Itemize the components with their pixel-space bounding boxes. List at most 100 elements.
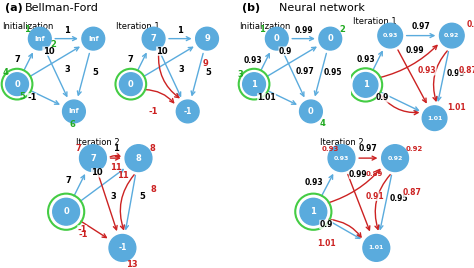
Text: 1: 1 <box>310 207 316 216</box>
Text: 0.95: 0.95 <box>390 195 408 203</box>
Circle shape <box>422 106 447 131</box>
Text: 7: 7 <box>151 34 156 43</box>
Circle shape <box>265 27 288 50</box>
Circle shape <box>6 73 28 95</box>
Text: 7: 7 <box>75 144 81 153</box>
Text: Initialization: Initialization <box>2 21 54 31</box>
Text: 11: 11 <box>117 171 129 180</box>
Text: 0.92: 0.92 <box>466 20 474 29</box>
Text: 13: 13 <box>127 260 138 268</box>
Circle shape <box>28 27 51 50</box>
Text: Inf: Inf <box>35 36 45 42</box>
Text: 0.99: 0.99 <box>406 46 424 55</box>
Text: 1.01: 1.01 <box>317 239 336 248</box>
Text: -1: -1 <box>118 243 127 252</box>
Text: 0.97: 0.97 <box>411 23 430 31</box>
Text: 5: 5 <box>19 92 25 101</box>
Text: 7: 7 <box>14 55 20 64</box>
Text: 0: 0 <box>274 34 280 43</box>
Text: 3: 3 <box>110 192 116 201</box>
Text: Inf: Inf <box>69 109 79 114</box>
Text: -1: -1 <box>77 225 87 234</box>
Circle shape <box>53 198 80 225</box>
Text: 0.97: 0.97 <box>359 144 378 153</box>
Text: Iteration 1: Iteration 1 <box>116 21 160 31</box>
Text: -1: -1 <box>27 93 36 102</box>
Text: Iteration 2: Iteration 2 <box>75 138 119 147</box>
Text: 2: 2 <box>50 40 56 49</box>
Text: 0.87: 0.87 <box>458 66 474 75</box>
Text: 1: 1 <box>113 144 118 153</box>
Text: 5: 5 <box>139 192 146 201</box>
Text: 0.95: 0.95 <box>446 69 465 78</box>
Circle shape <box>439 23 464 48</box>
Text: 3: 3 <box>64 65 70 74</box>
Text: Neural network: Neural network <box>279 3 365 13</box>
Text: 9: 9 <box>203 59 209 68</box>
Text: 4: 4 <box>2 68 8 77</box>
Text: 4: 4 <box>320 119 326 128</box>
Text: -1: -1 <box>183 107 192 116</box>
Text: 3: 3 <box>237 70 243 79</box>
Text: 0.92: 0.92 <box>406 146 423 152</box>
Text: 0.87: 0.87 <box>403 188 422 197</box>
Text: -1: -1 <box>78 229 88 239</box>
Text: 1: 1 <box>251 80 257 89</box>
Text: 8: 8 <box>136 154 141 163</box>
Text: Iteration 1: Iteration 1 <box>353 17 397 26</box>
Text: 0.91: 0.91 <box>365 192 384 201</box>
Text: 9: 9 <box>204 34 210 43</box>
Text: 0.93: 0.93 <box>305 178 323 187</box>
Text: 0.89: 0.89 <box>365 170 383 177</box>
Text: 1: 1 <box>64 26 70 35</box>
Text: Bellman-Ford: Bellman-Ford <box>25 3 99 13</box>
Text: 2: 2 <box>339 25 345 34</box>
Text: 1: 1 <box>259 25 264 34</box>
Circle shape <box>196 27 219 50</box>
Text: 0.93: 0.93 <box>334 156 349 161</box>
Text: 0.97: 0.97 <box>296 67 315 76</box>
Text: 0.92: 0.92 <box>387 156 403 161</box>
Text: (a): (a) <box>5 3 22 13</box>
Circle shape <box>319 27 342 50</box>
Text: 7: 7 <box>66 176 72 185</box>
Text: 7: 7 <box>90 154 96 163</box>
Text: 0.93: 0.93 <box>418 66 437 75</box>
Text: 10: 10 <box>156 47 168 56</box>
Text: 0: 0 <box>328 34 333 43</box>
Circle shape <box>243 73 265 95</box>
Circle shape <box>63 100 85 123</box>
Circle shape <box>328 145 355 172</box>
Text: 0: 0 <box>14 80 20 89</box>
Circle shape <box>300 100 322 123</box>
Circle shape <box>119 73 142 95</box>
Circle shape <box>176 100 199 123</box>
Text: 0: 0 <box>308 107 314 116</box>
Text: 0: 0 <box>128 80 134 89</box>
Circle shape <box>80 145 106 172</box>
Text: 0.9: 0.9 <box>319 220 333 229</box>
Circle shape <box>378 23 402 48</box>
Text: 0.93: 0.93 <box>356 54 375 64</box>
Text: 6: 6 <box>69 120 75 129</box>
Text: 11: 11 <box>110 163 122 172</box>
Text: 0.95: 0.95 <box>324 68 342 77</box>
Circle shape <box>353 73 378 97</box>
Text: 0.92: 0.92 <box>444 33 459 38</box>
Circle shape <box>363 234 390 261</box>
Circle shape <box>82 27 105 50</box>
Text: 1.01: 1.01 <box>427 116 442 121</box>
Text: 8: 8 <box>150 185 156 194</box>
Text: 5: 5 <box>92 68 98 77</box>
Text: 1.01: 1.01 <box>257 93 276 102</box>
Text: 1.01: 1.01 <box>447 103 466 112</box>
Circle shape <box>382 145 409 172</box>
Text: 0.9: 0.9 <box>279 47 292 56</box>
Text: 0.93: 0.93 <box>244 56 262 65</box>
Text: (b): (b) <box>242 3 260 13</box>
Circle shape <box>109 234 136 261</box>
Text: 0.99: 0.99 <box>294 26 313 35</box>
Text: 5: 5 <box>206 68 212 77</box>
Text: 1: 1 <box>363 80 368 90</box>
Text: 7: 7 <box>128 55 134 64</box>
